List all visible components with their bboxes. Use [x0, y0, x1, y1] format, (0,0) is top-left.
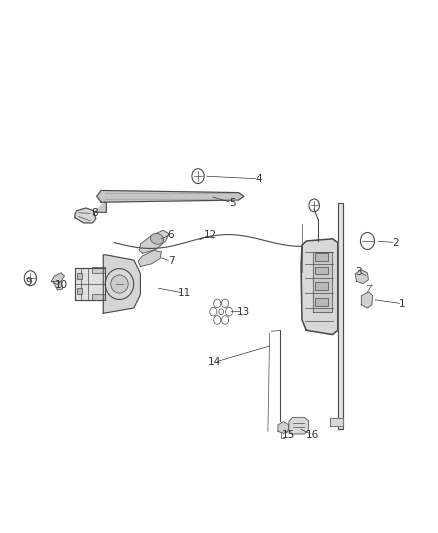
Polygon shape	[51, 273, 64, 285]
Text: 7: 7	[168, 256, 174, 266]
Ellipse shape	[151, 233, 163, 244]
Polygon shape	[355, 270, 368, 284]
Text: 9: 9	[26, 278, 32, 287]
Polygon shape	[301, 239, 338, 335]
Polygon shape	[330, 418, 343, 426]
Ellipse shape	[105, 269, 134, 300]
Bar	[315, 266, 328, 274]
Polygon shape	[361, 292, 373, 308]
Polygon shape	[140, 230, 169, 253]
Polygon shape	[75, 208, 96, 223]
Text: 10: 10	[55, 280, 68, 290]
Bar	[315, 282, 328, 290]
Bar	[92, 267, 106, 273]
Polygon shape	[313, 252, 332, 312]
Polygon shape	[75, 268, 106, 300]
Text: 14: 14	[208, 357, 221, 367]
Text: 3: 3	[355, 267, 362, 277]
Text: 13: 13	[237, 306, 250, 317]
Text: 4: 4	[255, 174, 261, 184]
Text: 6: 6	[168, 230, 174, 240]
Bar	[315, 298, 328, 306]
Text: 8: 8	[91, 208, 98, 219]
Polygon shape	[95, 202, 106, 212]
Text: 15: 15	[282, 430, 296, 440]
Text: 11: 11	[177, 288, 191, 298]
Bar	[92, 294, 106, 300]
Text: 5: 5	[229, 198, 235, 208]
Polygon shape	[138, 251, 161, 266]
Polygon shape	[97, 190, 244, 202]
Bar	[315, 253, 328, 261]
Text: 2: 2	[392, 238, 399, 247]
Ellipse shape	[111, 275, 128, 293]
Text: 1: 1	[399, 298, 406, 309]
Text: 16: 16	[306, 430, 319, 440]
Polygon shape	[103, 255, 141, 313]
Polygon shape	[53, 281, 63, 290]
Text: 12: 12	[204, 230, 217, 240]
Bar	[77, 288, 82, 294]
Polygon shape	[289, 417, 308, 434]
Polygon shape	[278, 422, 289, 433]
Polygon shape	[338, 203, 343, 429]
Bar	[77, 273, 82, 279]
